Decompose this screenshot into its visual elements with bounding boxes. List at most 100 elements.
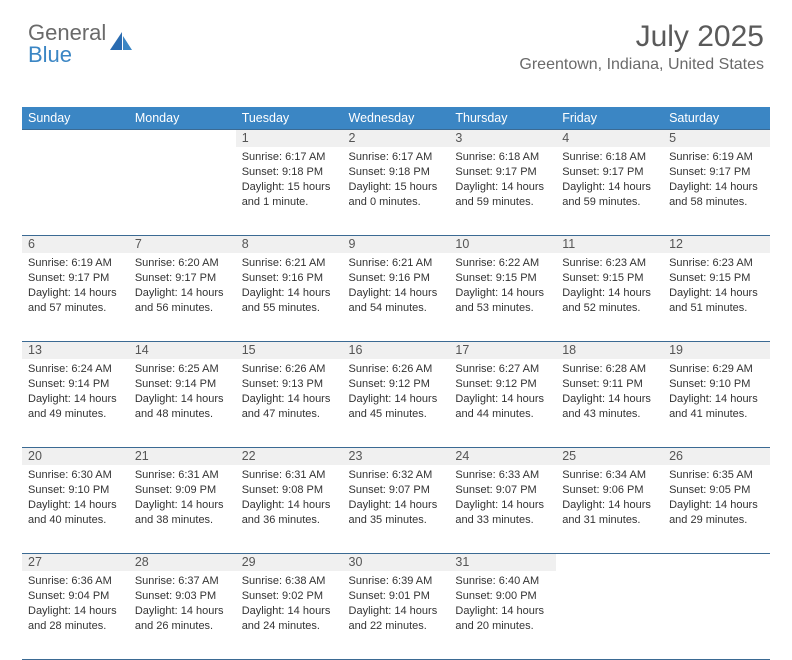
empty-day-cell xyxy=(663,571,770,659)
day-cell: Sunrise: 6:21 AMSunset: 9:16 PMDaylight:… xyxy=(236,253,343,341)
daylight-line: Daylight: 14 hours and 44 minutes. xyxy=(455,392,550,422)
sunrise-line: Sunrise: 6:24 AM xyxy=(28,362,123,377)
day-content-row: Sunrise: 6:17 AMSunset: 9:18 PMDaylight:… xyxy=(22,147,770,235)
daylight-line: Daylight: 14 hours and 41 minutes. xyxy=(669,392,764,422)
day-header: Wednesday xyxy=(343,107,450,129)
sunset-line: Sunset: 9:18 PM xyxy=(349,165,444,180)
daylight-line: Daylight: 14 hours and 54 minutes. xyxy=(349,286,444,316)
sunrise-line: Sunrise: 6:35 AM xyxy=(669,468,764,483)
sunset-line: Sunset: 9:12 PM xyxy=(455,377,550,392)
location-subtitle: Greentown, Indiana, United States xyxy=(519,56,764,74)
empty-day-number xyxy=(663,553,770,571)
empty-day-cell xyxy=(129,147,236,235)
day-cell: Sunrise: 6:30 AMSunset: 9:10 PMDaylight:… xyxy=(22,465,129,553)
sail-icon xyxy=(108,30,134,59)
day-number: 25 xyxy=(556,447,663,465)
daylight-line: Daylight: 15 hours and 0 minutes. xyxy=(349,180,444,210)
day-cell: Sunrise: 6:37 AMSunset: 9:03 PMDaylight:… xyxy=(129,571,236,659)
day-number: 24 xyxy=(449,447,556,465)
sunset-line: Sunset: 9:16 PM xyxy=(349,271,444,286)
sunrise-line: Sunrise: 6:18 AM xyxy=(562,150,657,165)
daylight-line: Daylight: 14 hours and 57 minutes. xyxy=(28,286,123,316)
daylight-line: Daylight: 14 hours and 33 minutes. xyxy=(455,498,550,528)
sunset-line: Sunset: 9:06 PM xyxy=(562,483,657,498)
day-number: 17 xyxy=(449,341,556,359)
day-number-row: 2728293031 xyxy=(22,553,770,571)
sunset-line: Sunset: 9:05 PM xyxy=(669,483,764,498)
title-block: July 2025 Greentown, Indiana, United Sta… xyxy=(519,20,764,74)
day-cell: Sunrise: 6:36 AMSunset: 9:04 PMDaylight:… xyxy=(22,571,129,659)
sunrise-line: Sunrise: 6:31 AM xyxy=(135,468,230,483)
daylight-line: Daylight: 14 hours and 47 minutes. xyxy=(242,392,337,422)
sunrise-line: Sunrise: 6:19 AM xyxy=(669,150,764,165)
sunset-line: Sunset: 9:16 PM xyxy=(242,271,337,286)
sunrise-line: Sunrise: 6:37 AM xyxy=(135,574,230,589)
daylight-line: Daylight: 14 hours and 59 minutes. xyxy=(562,180,657,210)
day-number: 30 xyxy=(343,553,450,571)
sunrise-line: Sunrise: 6:29 AM xyxy=(669,362,764,377)
brand-logo: General Blue xyxy=(28,22,134,66)
daylight-line: Daylight: 14 hours and 55 minutes. xyxy=(242,286,337,316)
sunrise-line: Sunrise: 6:28 AM xyxy=(562,362,657,377)
day-number: 9 xyxy=(343,235,450,253)
sunset-line: Sunset: 9:14 PM xyxy=(28,377,123,392)
day-header-row: SundayMondayTuesdayWednesdayThursdayFrid… xyxy=(22,107,770,129)
day-cell: Sunrise: 6:31 AMSunset: 9:08 PMDaylight:… xyxy=(236,465,343,553)
day-cell: Sunrise: 6:22 AMSunset: 9:15 PMDaylight:… xyxy=(449,253,556,341)
sunset-line: Sunset: 9:00 PM xyxy=(455,589,550,604)
day-cell: Sunrise: 6:23 AMSunset: 9:15 PMDaylight:… xyxy=(556,253,663,341)
sunset-line: Sunset: 9:14 PM xyxy=(135,377,230,392)
sunset-line: Sunset: 9:07 PM xyxy=(349,483,444,498)
day-number: 22 xyxy=(236,447,343,465)
sunset-line: Sunset: 9:09 PM xyxy=(135,483,230,498)
sunset-line: Sunset: 9:02 PM xyxy=(242,589,337,604)
empty-day-cell xyxy=(556,571,663,659)
sunset-line: Sunset: 9:17 PM xyxy=(455,165,550,180)
day-cell: Sunrise: 6:17 AMSunset: 9:18 PMDaylight:… xyxy=(236,147,343,235)
day-number-row: 12345 xyxy=(22,129,770,147)
sunrise-line: Sunrise: 6:23 AM xyxy=(669,256,764,271)
sunset-line: Sunset: 9:03 PM xyxy=(135,589,230,604)
day-number-row: 13141516171819 xyxy=(22,341,770,359)
sunset-line: Sunset: 9:17 PM xyxy=(135,271,230,286)
daylight-line: Daylight: 14 hours and 20 minutes. xyxy=(455,604,550,634)
sunset-line: Sunset: 9:10 PM xyxy=(28,483,123,498)
day-cell: Sunrise: 6:18 AMSunset: 9:17 PMDaylight:… xyxy=(449,147,556,235)
sunrise-line: Sunrise: 6:36 AM xyxy=(28,574,123,589)
daylight-line: Daylight: 14 hours and 22 minutes. xyxy=(349,604,444,634)
sunset-line: Sunset: 9:11 PM xyxy=(562,377,657,392)
daylight-line: Daylight: 14 hours and 29 minutes. xyxy=(669,498,764,528)
day-number: 16 xyxy=(343,341,450,359)
daylight-line: Daylight: 14 hours and 59 minutes. xyxy=(455,180,550,210)
sunset-line: Sunset: 9:17 PM xyxy=(28,271,123,286)
day-number: 10 xyxy=(449,235,556,253)
day-cell: Sunrise: 6:21 AMSunset: 9:16 PMDaylight:… xyxy=(343,253,450,341)
daylight-line: Daylight: 14 hours and 36 minutes. xyxy=(242,498,337,528)
day-cell: Sunrise: 6:39 AMSunset: 9:01 PMDaylight:… xyxy=(343,571,450,659)
daylight-line: Daylight: 14 hours and 53 minutes. xyxy=(455,286,550,316)
daylight-line: Daylight: 14 hours and 48 minutes. xyxy=(135,392,230,422)
day-content-row: Sunrise: 6:19 AMSunset: 9:17 PMDaylight:… xyxy=(22,253,770,341)
sunset-line: Sunset: 9:10 PM xyxy=(669,377,764,392)
sunrise-line: Sunrise: 6:31 AM xyxy=(242,468,337,483)
sunrise-line: Sunrise: 6:25 AM xyxy=(135,362,230,377)
sunrise-line: Sunrise: 6:21 AM xyxy=(242,256,337,271)
day-number: 15 xyxy=(236,341,343,359)
day-number: 14 xyxy=(129,341,236,359)
day-number: 27 xyxy=(22,553,129,571)
sunrise-line: Sunrise: 6:27 AM xyxy=(455,362,550,377)
day-number: 4 xyxy=(556,129,663,147)
day-cell: Sunrise: 6:17 AMSunset: 9:18 PMDaylight:… xyxy=(343,147,450,235)
daylight-line: Daylight: 14 hours and 45 minutes. xyxy=(349,392,444,422)
day-content-row: Sunrise: 6:24 AMSunset: 9:14 PMDaylight:… xyxy=(22,359,770,447)
day-cell: Sunrise: 6:40 AMSunset: 9:00 PMDaylight:… xyxy=(449,571,556,659)
daylight-line: Daylight: 14 hours and 38 minutes. xyxy=(135,498,230,528)
daylight-line: Daylight: 14 hours and 40 minutes. xyxy=(28,498,123,528)
daylight-line: Daylight: 14 hours and 52 minutes. xyxy=(562,286,657,316)
day-number: 6 xyxy=(22,235,129,253)
sunset-line: Sunset: 9:15 PM xyxy=(455,271,550,286)
daylight-line: Daylight: 14 hours and 28 minutes. xyxy=(28,604,123,634)
sunrise-line: Sunrise: 6:17 AM xyxy=(349,150,444,165)
sunrise-line: Sunrise: 6:17 AM xyxy=(242,150,337,165)
day-number-row: 6789101112 xyxy=(22,235,770,253)
